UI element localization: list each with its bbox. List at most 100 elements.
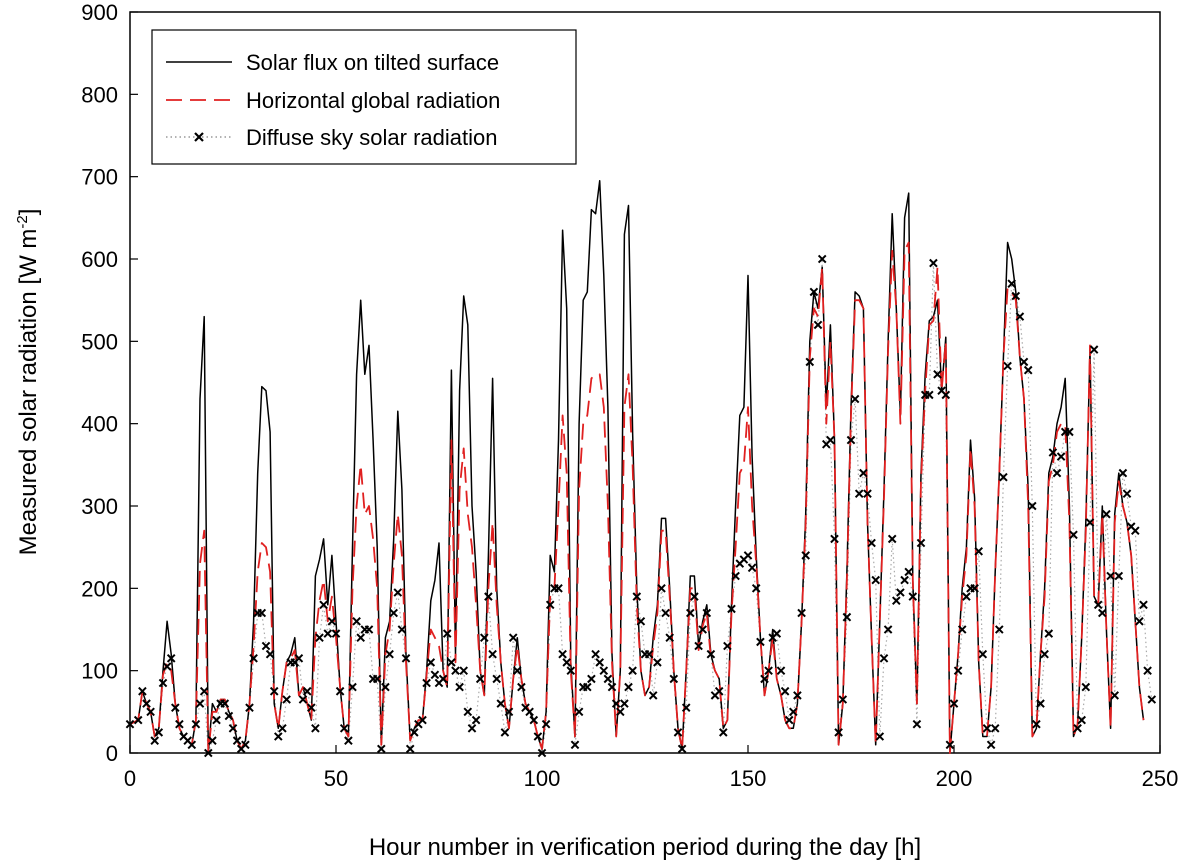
diffuse-data-point (212, 715, 221, 725)
diffuse-data-point (1147, 695, 1157, 704)
diffuse-data-point (846, 435, 856, 445)
diffuse-data-point (620, 699, 629, 708)
diffuse-data-point (562, 658, 572, 667)
diffuse-data-point (714, 686, 724, 696)
diffuse-data-point (500, 728, 510, 737)
diffuse-data-point (282, 695, 291, 704)
diffuse-data-point (220, 699, 230, 708)
diffuse-data-point (1102, 509, 1111, 519)
diffuse-data-point (467, 723, 477, 733)
diffuse-data-point (1130, 526, 1140, 536)
diffuse-data-point (896, 588, 905, 597)
diffuse-data-point (479, 633, 489, 643)
diffuse-data-point (393, 588, 403, 597)
diffuse-data-point (451, 666, 460, 676)
x-tick-label: 150 (730, 766, 767, 791)
diffuse-data-point (195, 699, 205, 708)
diffuse-data-point (1056, 452, 1066, 461)
diffuse-data-point (1015, 312, 1025, 321)
diffuse-data-point (496, 699, 506, 708)
diffuse-data-point (133, 715, 143, 725)
diffuse-data-point (1077, 715, 1087, 725)
diffuse-data-point (364, 625, 374, 634)
diffuse-data-point (574, 707, 584, 717)
diffuse-data-point (471, 715, 481, 725)
diffuse-data-point (1135, 616, 1144, 626)
y-tick-label: 700 (81, 165, 118, 190)
legend: Solar flux on tilted surface Horizontal … (151, 29, 577, 165)
diffuse-data-point (1052, 468, 1062, 478)
y-tick-label: 0 (106, 741, 118, 766)
diffuse-data-point (1040, 649, 1049, 659)
diffuse-data-point (405, 744, 415, 754)
diffuse-data-point (900, 575, 909, 585)
diffuse-data-point (1023, 365, 1033, 375)
diffuse-data-point (879, 653, 889, 663)
diffuse-data-point (1081, 682, 1091, 692)
diffuse-data-point (743, 551, 753, 560)
diffuse-data-point (208, 736, 217, 746)
diffuse-data-point (409, 728, 419, 737)
diffuse-data-point (1143, 666, 1152, 676)
diffuse-data-point (698, 625, 708, 634)
diffuse-data-point (306, 703, 316, 713)
diffuse-data-point (595, 658, 605, 667)
x-tick-label: 100 (524, 766, 561, 791)
diffuse-data-point (1110, 691, 1120, 700)
diffuse-data-point (805, 357, 815, 367)
x-tick-label: 0 (124, 766, 136, 791)
diffuse-data-point (175, 719, 184, 729)
diffuse-data-point (929, 258, 938, 268)
diffuse-data-point (999, 472, 1008, 482)
y-tick-label: 500 (81, 329, 118, 354)
y-tick-label: 400 (81, 412, 118, 437)
diffuse-data-point (916, 538, 926, 548)
diffuse-data-point (298, 695, 308, 704)
y-tick-label: 900 (81, 0, 118, 25)
diffuse-data-point (673, 728, 683, 737)
diffuse-data-point (566, 666, 576, 676)
diffuse-data-point (582, 682, 592, 692)
diffuse-data-point (924, 390, 934, 400)
diffuse-data-point (146, 707, 155, 717)
diffuse-data-point (150, 736, 160, 746)
diffuse-data-point (624, 682, 633, 692)
diffuse-data-point (1085, 518, 1095, 527)
y-axis-label: Measured solar radiation [W m-2] (14, 209, 42, 556)
diffuse-data-point (838, 695, 848, 704)
diffuse-data-point (154, 728, 164, 737)
diffuse-data-point (138, 686, 147, 696)
diffuse-data-point (690, 592, 699, 601)
diffuse-data-point (994, 625, 1004, 634)
diffuse-data-point (854, 489, 864, 499)
diffuse-data-point (681, 703, 691, 713)
diffuse-data-point (541, 719, 551, 729)
diffuse-data-point (372, 674, 382, 684)
diffuse-data-point (912, 719, 922, 729)
diffuse-data-point (776, 666, 786, 676)
diffuse-data-point (537, 748, 547, 758)
diffuse-data-point (863, 489, 872, 499)
plot-frame (129, 11, 1161, 754)
diffuse-data-point (891, 596, 901, 606)
series-layer (125, 180, 1157, 758)
diffuse-data-point (512, 666, 522, 676)
diffuse-data-point (1139, 600, 1148, 610)
diffuse-data-point (447, 658, 456, 667)
diffuse-data-point (142, 699, 151, 708)
diffuse-data-point (850, 394, 860, 404)
diffuse-data-point (339, 723, 349, 733)
diffuse-data-point (784, 715, 794, 725)
diffuse-data-point (644, 649, 654, 659)
diffuse-data-point (1114, 571, 1124, 581)
diffuse-data-point (599, 666, 609, 676)
y-axis-label-superscript: -2 (14, 215, 31, 228)
series-line-diffuse-sky (129, 258, 1153, 754)
diffuse-data-point (661, 608, 670, 618)
diffuse-data-point (665, 633, 675, 643)
diffuse-data-point (842, 612, 852, 622)
diffuse-data-point (335, 686, 345, 696)
diffuse-data-point (517, 682, 526, 692)
y-tick-label: 800 (81, 82, 118, 107)
